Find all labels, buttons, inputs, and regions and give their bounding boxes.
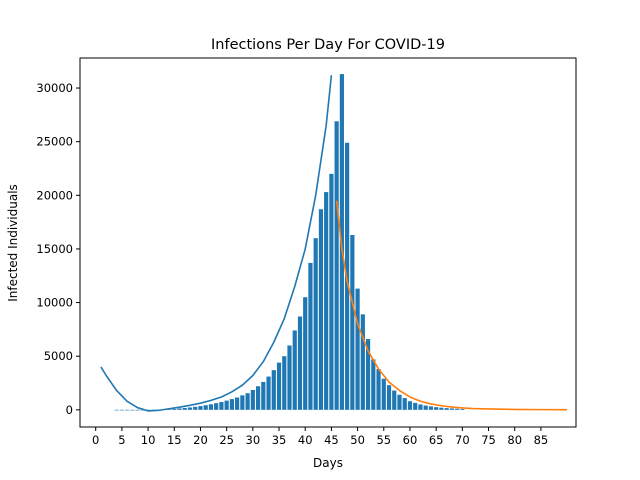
x-tick-label-15: 15 — [167, 433, 182, 447]
bar-day-50 — [355, 288, 360, 410]
bar-day-19 — [193, 406, 198, 410]
bar-day-20 — [198, 406, 203, 410]
bar-day-60 — [407, 401, 413, 410]
bar-day-44 — [324, 192, 329, 410]
bar-day-16 — [177, 408, 182, 410]
bar-day-8 — [135, 409, 140, 411]
y-tick-label-15000: 15000 — [36, 242, 73, 256]
bar-day-66 — [439, 407, 444, 410]
x-tick-label-40: 40 — [298, 433, 313, 447]
bar-day-35 — [276, 362, 282, 410]
x-tick-label-80: 80 — [507, 433, 522, 447]
bar-day-39 — [297, 316, 303, 410]
bar-day-23 — [214, 403, 219, 410]
bar-day-69 — [455, 408, 460, 410]
bar-day-49 — [350, 234, 355, 410]
bar-day-37 — [287, 345, 292, 410]
y-tick-label-10000: 10000 — [36, 296, 73, 310]
x-axis: 0 5 10 15 20 25 30 35 40 45 50 55 60 65 70 75 80 85 — [92, 427, 548, 447]
bar-day-59 — [402, 398, 407, 410]
y-tick-label-5000: 5000 — [44, 349, 73, 363]
bar-day-6 — [125, 409, 130, 411]
bar-day-58 — [397, 394, 402, 410]
x-axis-label: Days — [313, 456, 343, 470]
bar-day-26 — [229, 399, 234, 410]
x-tick-label-45: 45 — [324, 433, 339, 447]
plot-frame — [79, 57, 577, 428]
bar-day-53 — [371, 359, 376, 410]
x-tick-label-55: 55 — [376, 433, 391, 447]
y-tick-label-30000: 30000 — [36, 81, 73, 95]
bar-day-22 — [208, 404, 214, 410]
plot-marks — [100, 74, 568, 412]
x-tick-label-60: 60 — [403, 433, 418, 447]
x-tick-label-70: 70 — [455, 433, 470, 447]
bar-day-30 — [250, 389, 255, 410]
bar-day-46 — [334, 121, 339, 410]
bar-day-41 — [308, 262, 313, 410]
y-tick-label-0: 0 — [66, 403, 73, 417]
bar-day-38 — [292, 330, 297, 410]
x-tick-label-5: 5 — [118, 433, 125, 447]
bar-day-54 — [376, 369, 381, 410]
fit-curve-1 — [100, 75, 333, 412]
x-tick-label-25: 25 — [219, 433, 234, 447]
bar-day-67 — [444, 408, 449, 410]
x-tick-label-30: 30 — [246, 433, 261, 447]
x-tick-label-35: 35 — [272, 433, 287, 447]
bar-day-18 — [187, 407, 193, 410]
chart-title: Infections Per Day For COVID-19 — [211, 37, 445, 53]
bar-day-24 — [219, 402, 224, 410]
bar-day-36 — [282, 356, 287, 410]
x-tick-label-0: 0 — [92, 433, 99, 447]
bar-day-42 — [313, 238, 318, 410]
x-tick-label-65: 65 — [429, 433, 444, 447]
bar-day-15 — [172, 408, 177, 410]
bar-day-62 — [418, 404, 423, 410]
bar-day-63 — [423, 405, 428, 410]
x-tick-label-10: 10 — [141, 433, 156, 447]
bar-day-55 — [381, 378, 386, 410]
bar-day-5 — [119, 409, 124, 411]
bar-day-25 — [224, 400, 229, 410]
bar-day-65 — [434, 407, 439, 410]
x-tick-label-50: 50 — [350, 433, 365, 447]
bar-day-33 — [266, 376, 271, 410]
y-axis: 0 5000 10000 15000 20000 25000 30000 — [36, 81, 80, 417]
bar-day-52 — [365, 339, 371, 410]
bar-day-68 — [449, 408, 454, 410]
bar-day-29 — [245, 393, 250, 410]
bar-day-4 — [114, 409, 119, 411]
bar-day-21 — [203, 405, 208, 410]
bar-day-17 — [182, 408, 187, 410]
bar-day-70 — [460, 408, 465, 410]
bar-day-61 — [413, 402, 418, 410]
bar-day-32 — [261, 381, 266, 410]
bar-day-7 — [130, 409, 135, 411]
bar-day-10 — [145, 409, 151, 411]
bar-day-31 — [255, 386, 261, 410]
x-tick-label-85: 85 — [534, 433, 549, 447]
y-tick-label-20000: 20000 — [36, 188, 73, 202]
bar-day-45 — [329, 173, 334, 410]
y-tick-label-25000: 25000 — [36, 135, 73, 149]
bar-day-51 — [360, 314, 365, 410]
bar-day-34 — [271, 370, 276, 410]
bar-day-40 — [303, 297, 308, 410]
bar-day-28 — [240, 395, 245, 410]
y-axis-label: Infected Individuals — [6, 184, 20, 302]
x-tick-label-20: 20 — [193, 433, 208, 447]
bar-day-57 — [392, 390, 397, 410]
bar-day-64 — [428, 406, 434, 410]
fit-curve-2 — [335, 200, 568, 411]
bar-day-43 — [318, 209, 324, 410]
bar-day-56 — [386, 385, 392, 410]
x-tick-label-75: 75 — [481, 433, 496, 447]
bar-day-27 — [235, 397, 240, 410]
